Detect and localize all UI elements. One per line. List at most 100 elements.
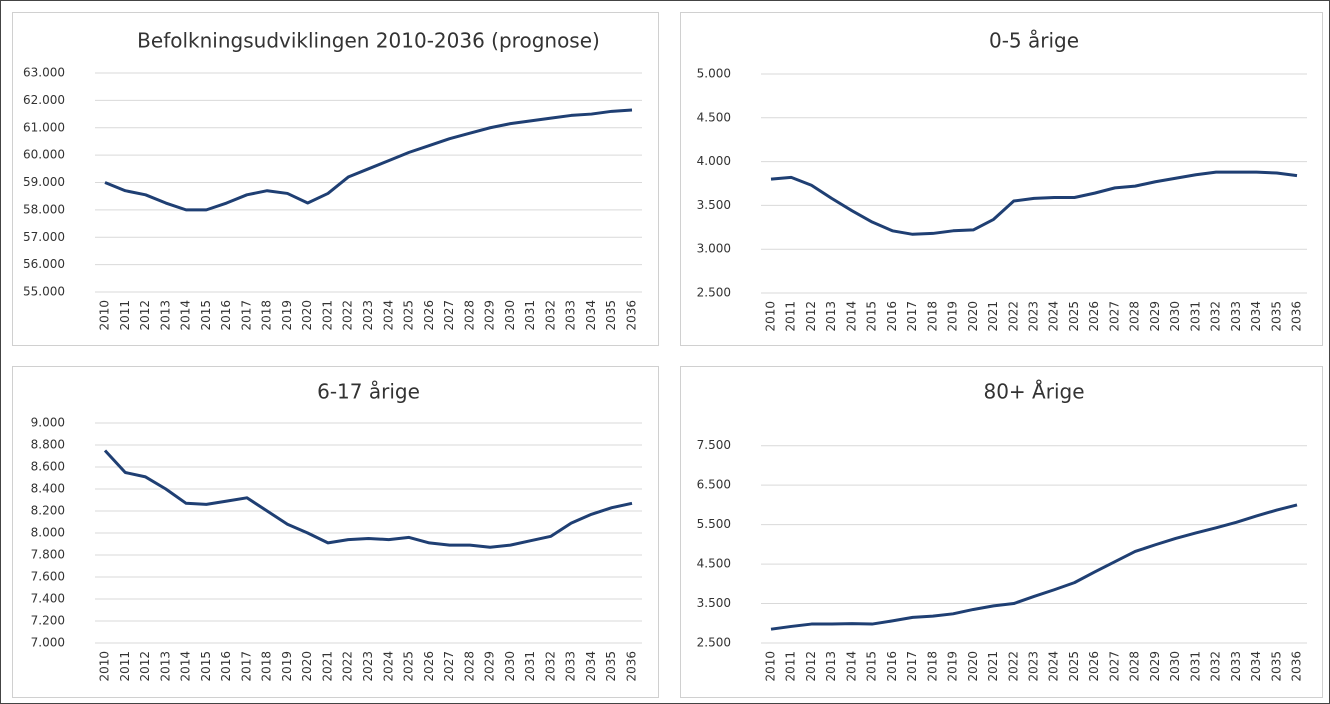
y-tick-label: 4.500	[697, 110, 731, 124]
x-tick-label: 2034	[584, 300, 598, 331]
y-tick-label: 4.000	[697, 154, 731, 168]
x-tick-label: 2027	[1107, 651, 1121, 682]
x-tick-label: 2036	[1290, 651, 1304, 682]
x-tick-label: 2012	[804, 651, 818, 682]
y-tick-label: 9.000	[31, 416, 65, 430]
y-tick-label: 57.000	[23, 230, 65, 244]
y-tick-label: 7.400	[31, 592, 65, 606]
x-tick-label: 2029	[483, 300, 497, 331]
x-tick-label: 2013	[824, 651, 838, 682]
x-tick-label: 2024	[1047, 651, 1061, 682]
x-tick-label: 2014	[844, 301, 858, 332]
x-tick-label: 2026	[422, 651, 436, 682]
x-tick-label: 2031	[523, 651, 537, 682]
x-tick-label: 2011	[784, 651, 798, 682]
x-tick-label: 2033	[1229, 301, 1243, 332]
y-tick-label: 62.000	[23, 93, 65, 107]
x-tick-label: 2028	[1128, 301, 1142, 332]
x-tick-label: 2028	[462, 300, 476, 331]
y-tick-label: 3.000	[697, 242, 731, 256]
x-tick-label: 2021	[320, 651, 334, 682]
y-tick-label: 8.600	[31, 460, 65, 474]
x-tick-label: 2023	[1027, 301, 1041, 332]
x-tick-label: 2029	[1148, 301, 1162, 332]
x-tick-label: 2020	[966, 651, 980, 682]
x-tick-label: 2015	[199, 300, 213, 331]
panel	[12, 12, 659, 346]
x-tick-label: 2013	[158, 300, 172, 331]
x-tick-label: 2011	[118, 300, 132, 331]
y-tick-label: 6.500	[697, 478, 731, 492]
x-tick-label: 2012	[138, 651, 152, 682]
y-tick-label: 8.400	[31, 482, 65, 496]
x-tick-label: 2019	[946, 301, 960, 332]
x-tick-label: 2010	[764, 301, 778, 332]
y-tick-label: 59.000	[23, 175, 65, 189]
x-tick-label: 2028	[1128, 651, 1142, 682]
panel	[680, 366, 1323, 698]
x-tick-label: 2036	[1290, 301, 1304, 332]
y-tick-label: 61.000	[23, 120, 65, 134]
y-tick-label: 5.500	[697, 517, 731, 531]
x-tick-label: 2032	[1209, 301, 1223, 332]
x-tick-label: 2034	[1249, 651, 1263, 682]
x-tick-label: 2022	[341, 300, 355, 331]
x-tick-label: 2015	[865, 651, 879, 682]
x-tick-label: 2030	[1168, 301, 1182, 332]
x-tick-label: 2019	[280, 300, 294, 331]
x-tick-label: 2019	[280, 651, 294, 682]
x-tick-label: 2022	[341, 651, 355, 682]
x-tick-label: 2010	[764, 651, 778, 682]
panel	[12, 366, 659, 698]
y-tick-label: 55.000	[23, 285, 65, 299]
x-tick-label: 2026	[422, 300, 436, 331]
y-tick-label: 56.000	[23, 257, 65, 271]
x-tick-label: 2033	[564, 651, 578, 682]
x-tick-label: 2020	[966, 301, 980, 332]
x-tick-label: 2035	[1269, 301, 1283, 332]
x-tick-label: 2031	[523, 300, 537, 331]
x-tick-label: 2024	[381, 651, 395, 682]
x-tick-label: 2013	[824, 301, 838, 332]
x-tick-label: 2017	[239, 651, 253, 682]
x-tick-label: 2016	[885, 301, 899, 332]
x-tick-label: 2012	[804, 301, 818, 332]
x-tick-label: 2015	[865, 301, 879, 332]
x-tick-label: 2030	[1168, 651, 1182, 682]
data-line	[770, 503, 1298, 631]
x-tick-label: 2017	[905, 301, 919, 332]
y-tick-label: 2.500	[697, 636, 731, 650]
x-tick-label: 2030	[503, 300, 517, 331]
x-tick-label: 2013	[158, 651, 172, 682]
y-tick-label: 63.000	[23, 66, 65, 80]
x-tick-label: 2012	[138, 300, 152, 331]
x-tick-label: 2026	[1087, 651, 1101, 682]
y-tick-label: 8.000	[31, 526, 65, 540]
x-tick-label: 2025	[1067, 651, 1081, 682]
y-tick-label: 58.000	[23, 202, 65, 216]
x-tick-label: 2026	[1087, 301, 1101, 332]
x-tick-label: 2020	[300, 300, 314, 331]
x-tick-label: 2027	[442, 300, 456, 331]
x-tick-label: 2021	[986, 651, 1000, 682]
x-tick-label: 2025	[402, 300, 416, 331]
x-tick-label: 2027	[1107, 301, 1121, 332]
y-tick-label: 8.800	[31, 438, 65, 452]
y-tick-label: 2.500	[697, 286, 731, 300]
x-tick-label: 2018	[925, 651, 939, 682]
x-tick-label: 2036	[625, 651, 639, 682]
x-tick-label: 2036	[625, 300, 639, 331]
x-tick-label: 2018	[925, 301, 939, 332]
y-tick-label: 4.500	[697, 557, 731, 571]
x-tick-label: 2017	[239, 300, 253, 331]
y-tick-label: 5.000	[697, 67, 731, 81]
x-tick-label: 2033	[564, 300, 578, 331]
x-tick-label: 2016	[219, 300, 233, 331]
y-tick-label: 3.500	[697, 596, 731, 610]
x-tick-label: 2011	[118, 651, 132, 682]
x-tick-label: 2018	[260, 651, 274, 682]
x-tick-label: 2022	[1006, 301, 1020, 332]
chart-title: 0-5 årige	[989, 29, 1079, 53]
x-tick-label: 2032	[543, 300, 557, 331]
